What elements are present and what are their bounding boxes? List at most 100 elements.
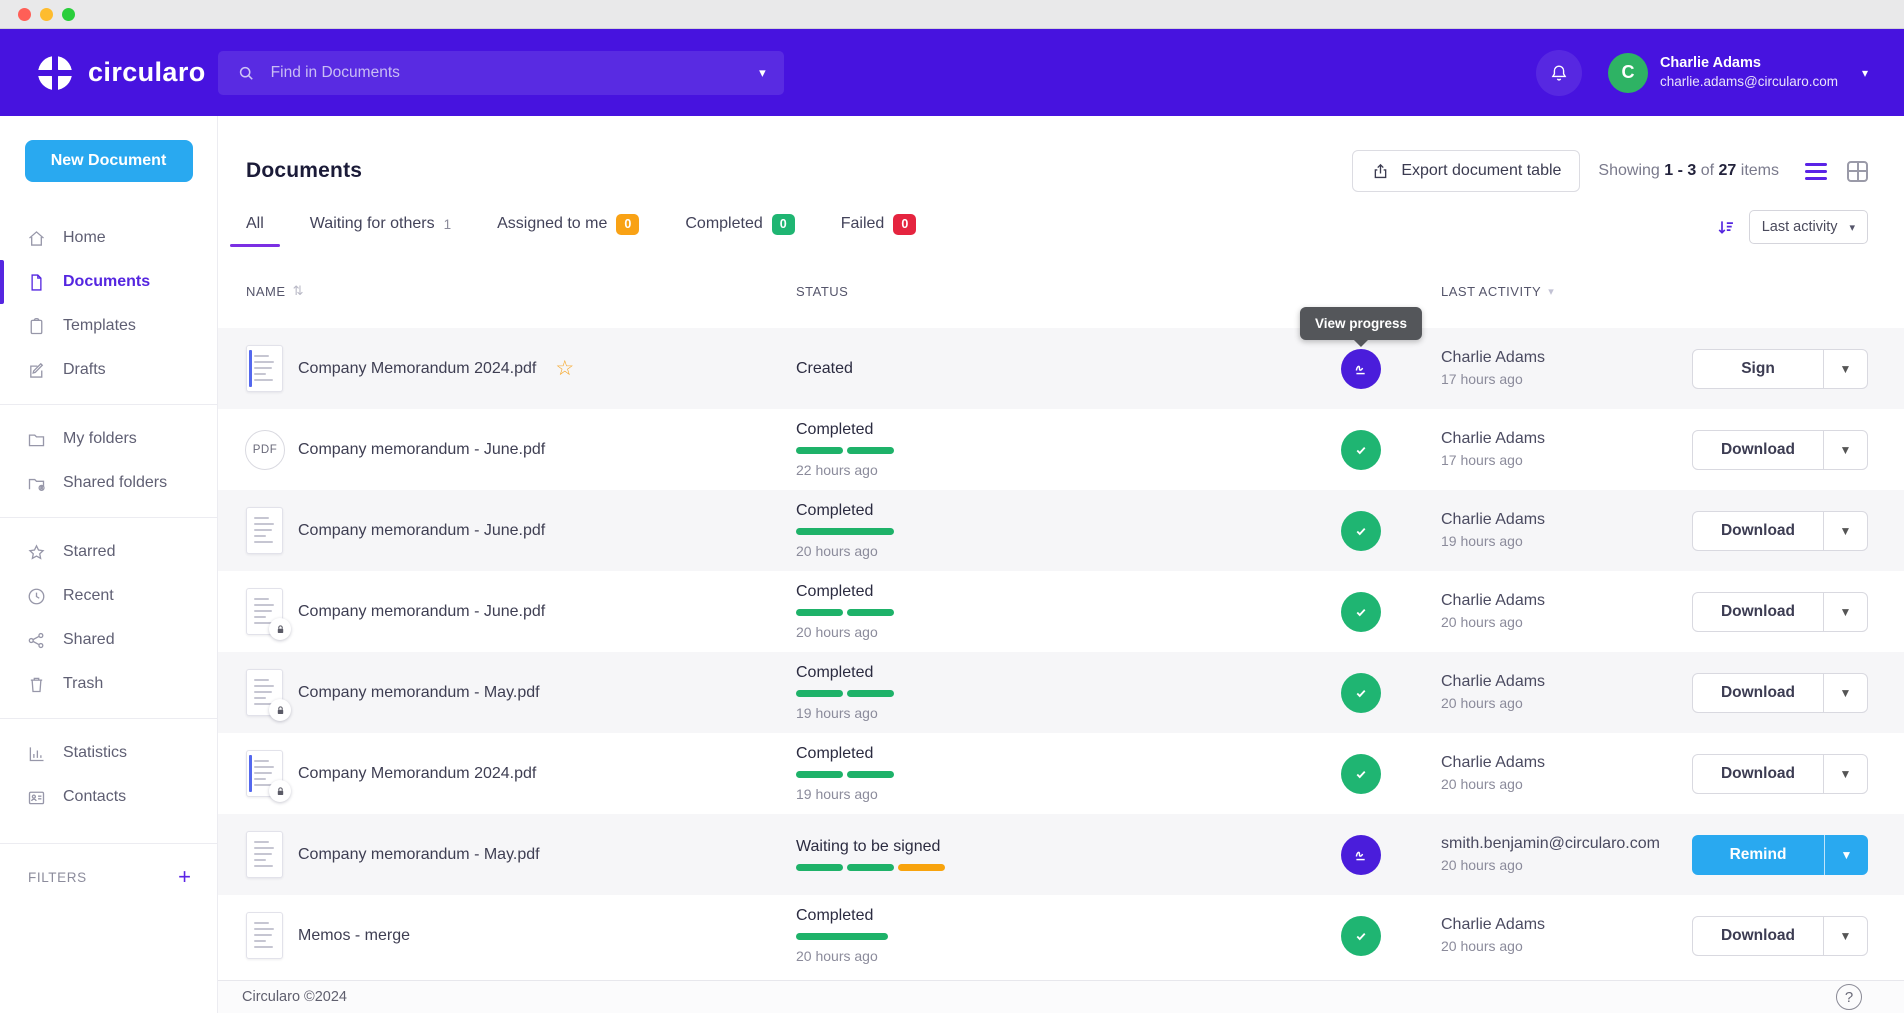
tab-failed[interactable]: Failed 0 [841,210,917,245]
tab-completed[interactable]: Completed 0 [685,210,795,245]
lock-icon [277,624,283,633]
download-button[interactable]: Download [1720,683,1796,701]
view-progress-button[interactable] [1341,753,1381,794]
grid-view-button[interactable] [1847,160,1868,182]
document-thumbnail-lines [254,517,276,543]
column-header-status: STATUS [796,283,849,299]
sidebar-item-home[interactable]: Home [0,216,217,260]
remind-button[interactable]: Remind [1729,845,1787,863]
sidebar-item-documents[interactable]: Documents [0,260,217,304]
progress-bar [796,864,1336,871]
document-name-cell[interactable]: Memos - merge [246,912,796,959]
user-menu[interactable]: C Charlie Adams charlie.adams@circularo.… [1607,52,1868,93]
table-row[interactable]: Company memorandum - June.pdf Completed 20… [218,490,1904,571]
table-row[interactable]: Company memorandum - June.pdf Completed 20… [218,571,1904,652]
document-name: Company memorandum - June.pdf [298,440,546,458]
column-header-name[interactable]: NAME ⇅ [246,283,304,299]
sidebar-item-drafts[interactable]: Drafts [0,348,217,392]
sidebar-item-statistics[interactable]: Statistics [0,731,217,775]
view-progress-button[interactable] [1341,915,1381,956]
action-dropdown-caret[interactable]: ▼ [1823,673,1867,712]
notifications-button[interactable] [1535,49,1582,96]
help-button[interactable]: ? [1836,984,1862,1010]
action-dropdown-caret[interactable]: ▼ [1823,430,1867,469]
check-icon [1356,527,1366,535]
document-name-cell[interactable]: Company memorandum - May.pdf [246,669,796,721]
minimize-window-button[interactable] [40,7,53,21]
tab-badge: 0 [893,213,917,235]
download-button[interactable]: Download [1720,926,1796,944]
sidebar-item-shared[interactable]: Shared [0,618,217,662]
document-name-cell[interactable]: Company Memorandum 2024.pdf [246,750,796,802]
sidebar-item-contacts[interactable]: Contacts [0,775,217,819]
close-window-button[interactable] [18,7,31,21]
download-button[interactable]: Download [1720,440,1796,458]
document-name-cell[interactable]: Company memorandum - June.pdf [246,507,796,554]
view-progress-button[interactable] [1341,591,1381,632]
add-filter-button[interactable]: + [178,864,191,889]
name-sort-icon[interactable]: ⇅ [292,283,304,298]
titlebar [0,0,1904,29]
document-thumbnail-lines [254,841,276,867]
sort-order-icon[interactable] [1715,217,1736,238]
brand-logo[interactable]: circularo [36,54,206,92]
action-dropdown-caret[interactable]: ▼ [1824,834,1868,875]
sidebar-item-label: Starred [63,543,116,560]
action-dropdown-caret[interactable]: ▼ [1823,592,1867,631]
download-button[interactable]: Download [1720,764,1796,782]
view-progress-button[interactable] [1341,510,1381,551]
new-document-button[interactable]: New Document [24,140,193,182]
progress-bar [796,528,1336,535]
document-name: Company memorandum - June.pdf [298,521,546,539]
view-progress-button[interactable] [1341,834,1381,875]
signature-icon [1355,851,1365,860]
action-dropdown-caret[interactable]: ▼ [1823,511,1867,550]
status-label: Completed [796,421,874,438]
document-name-cell[interactable]: Company memorandum - June.pdf [246,588,796,640]
sidebar-item-templates[interactable]: Templates [0,304,217,348]
row-action-split-button: Download ▼ [1692,591,1868,632]
tab-all[interactable]: All [230,211,280,247]
sort-by-dropdown[interactable]: Last activity ▾ [1748,210,1868,244]
download-button[interactable]: Download [1720,602,1796,620]
sidebar-item-starred[interactable]: Starred [0,530,217,574]
document-search[interactable]: ▾ [217,50,784,95]
folder-icon [28,433,45,446]
status-time: 22 hours ago [796,462,878,478]
document-thumbnail-lines [254,679,276,705]
column-header-last-activity[interactable]: LAST ACTIVITY ▾ [1441,283,1555,299]
sidebar-item-trash[interactable]: Trash [0,662,217,706]
zoom-window-button[interactable] [62,7,75,21]
last-activity-cell: Charlie Adams 20 hours ago [1441,590,1692,633]
table-row[interactable]: Memos - merge Completed 20 hours ago Charli… [218,895,1904,976]
view-progress-button[interactable] [1341,672,1381,713]
table-row[interactable]: Company memorandum - May.pdf Completed 19 … [218,652,1904,733]
sidebar-item-recent[interactable]: Recent [0,574,217,618]
action-dropdown-caret[interactable]: ▼ [1823,754,1867,793]
sidebar-item-my-folders[interactable]: My folders [0,417,217,461]
sign-button[interactable]: Sign [1741,359,1775,377]
export-document-table-button[interactable]: Export document table [1352,150,1581,192]
tab-assigned-to-me[interactable]: Assigned to me 0 [497,210,640,245]
search-input[interactable] [270,63,745,82]
table-row[interactable]: Company Memorandum 2024.pdf Completed 19 h… [218,733,1904,814]
list-view-button[interactable] [1805,162,1827,180]
tab-waiting-for-others[interactable]: Waiting for others 1 [310,211,451,243]
sidebar-item-shared-folders[interactable]: Shared folders [0,461,217,505]
action-dropdown-caret[interactable]: ▼ [1823,916,1867,955]
document-name-cell[interactable]: Company Memorandum 2024.pdf ☆ [246,345,796,392]
document-name-cell[interactable]: PDF Company memorandum - June.pdf [245,429,796,470]
search-scope-caret-icon[interactable]: ▾ [759,64,766,80]
download-button[interactable]: Download [1720,521,1796,539]
table-row[interactable]: Company Memorandum 2024.pdf ☆ Created View … [218,306,1904,409]
table-row[interactable]: PDF Company memorandum - June.pdf Complete… [218,409,1904,490]
document-name-cell[interactable]: Company memorandum - May.pdf [246,831,796,878]
star-icon[interactable]: ☆ [555,357,575,380]
last-activity-user: Charlie Adams [1441,430,1546,448]
signature-icon [1355,365,1365,374]
action-dropdown-caret[interactable]: ▼ [1823,349,1867,388]
view-progress-button[interactable] [1341,348,1381,389]
view-progress-button[interactable] [1341,429,1381,470]
table-row[interactable]: Company memorandum - May.pdf Waiting to b… [218,814,1904,895]
tab-badge: 0 [616,213,640,235]
